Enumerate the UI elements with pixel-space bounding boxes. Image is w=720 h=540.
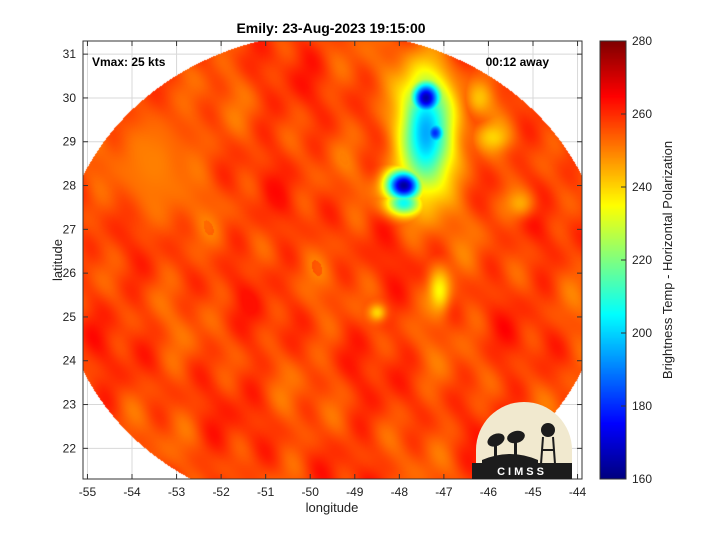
x-axis-label: longitude: [306, 500, 359, 515]
colorbar-tick-label: 220: [632, 253, 652, 267]
y-axis-ticks: 22 23 24 25 26 27 28 29 30 31: [63, 47, 582, 455]
logo-text: CIMSS: [497, 466, 547, 478]
x-tick-label: -51: [257, 485, 275, 499]
logo-dish-stand-1: [494, 444, 497, 458]
logo-dish-1: [487, 433, 505, 447]
plot-area: -55 -54 -53 -52 -51 -50 -49 -48 -47 -46 -45 -44 222…: [63, 40, 587, 499]
x-tick-label: -54: [123, 485, 141, 499]
brightness-temp-image: [83, 41, 582, 479]
y-tick-label: 29: [63, 135, 77, 149]
y-tick-label: 27: [63, 222, 77, 236]
x-tick-label: -52: [212, 485, 230, 499]
y-tick-label: 22: [63, 441, 77, 455]
x-tick-label: -46: [480, 485, 498, 499]
colorbar: 160 180 200 220 240 260 280 Brightness Temp - …: [599, 34, 675, 486]
x-tick-label: -55: [79, 485, 97, 499]
x-tick-label: -50: [302, 485, 320, 499]
logo-tower-tank: [541, 423, 555, 437]
x-tick-label: -48: [391, 485, 409, 499]
colorbar-tick-label: 160: [632, 472, 652, 486]
y-tick-label: 26: [63, 266, 77, 280]
colorbar-label: Brightness Temp - Horizontal Polarizatio…: [660, 141, 675, 379]
x-tick-label: -49: [346, 485, 364, 499]
colorbar-ticks: 160 180 200 220 240 260 280: [621, 34, 652, 486]
logo-tower-legs: [540, 436, 556, 465]
y-axis-label: latitude: [50, 239, 65, 281]
logo-dish-2: [507, 430, 525, 444]
logo-ground: [482, 454, 538, 464]
y-tick-label: 23: [63, 398, 77, 412]
colorbar-tick-label: 280: [632, 34, 652, 48]
x-tick-label: -44: [569, 485, 587, 499]
logo-dish-stand-2: [514, 441, 517, 458]
x-tick-label: -53: [168, 485, 186, 499]
y-tick-label: 25: [63, 310, 77, 324]
y-tick-label: 28: [63, 179, 77, 193]
y-tick-label: 31: [63, 47, 77, 61]
cimss-logo: CIMSS: [472, 402, 572, 479]
y-tick-label: 30: [63, 91, 77, 105]
colorbar-tick-label: 180: [632, 399, 652, 413]
logo-banner: [472, 463, 572, 479]
x-tick-label: -47: [435, 485, 453, 499]
y-tick-label: 24: [63, 354, 77, 368]
chart-title: Emily: 23-Aug-2023 19:15:00: [236, 20, 425, 36]
axes-frame: [82, 40, 583, 480]
colorbar-tick-label: 260: [632, 107, 652, 121]
heatmap-swath: [83, 41, 582, 479]
colorbar-tick-label: 240: [632, 180, 652, 194]
x-axis-ticks: -55 -54 -53 -52 -51 -50 -49 -48 -47 -46 -45 -44: [79, 41, 587, 499]
vmax-annotation: Vmax: 25 kts: [92, 55, 166, 69]
colorbar-tick-label: 200: [632, 326, 652, 340]
x-tick-label: -45: [524, 485, 542, 499]
time-away-annotation: 00:12 away: [486, 55, 550, 69]
